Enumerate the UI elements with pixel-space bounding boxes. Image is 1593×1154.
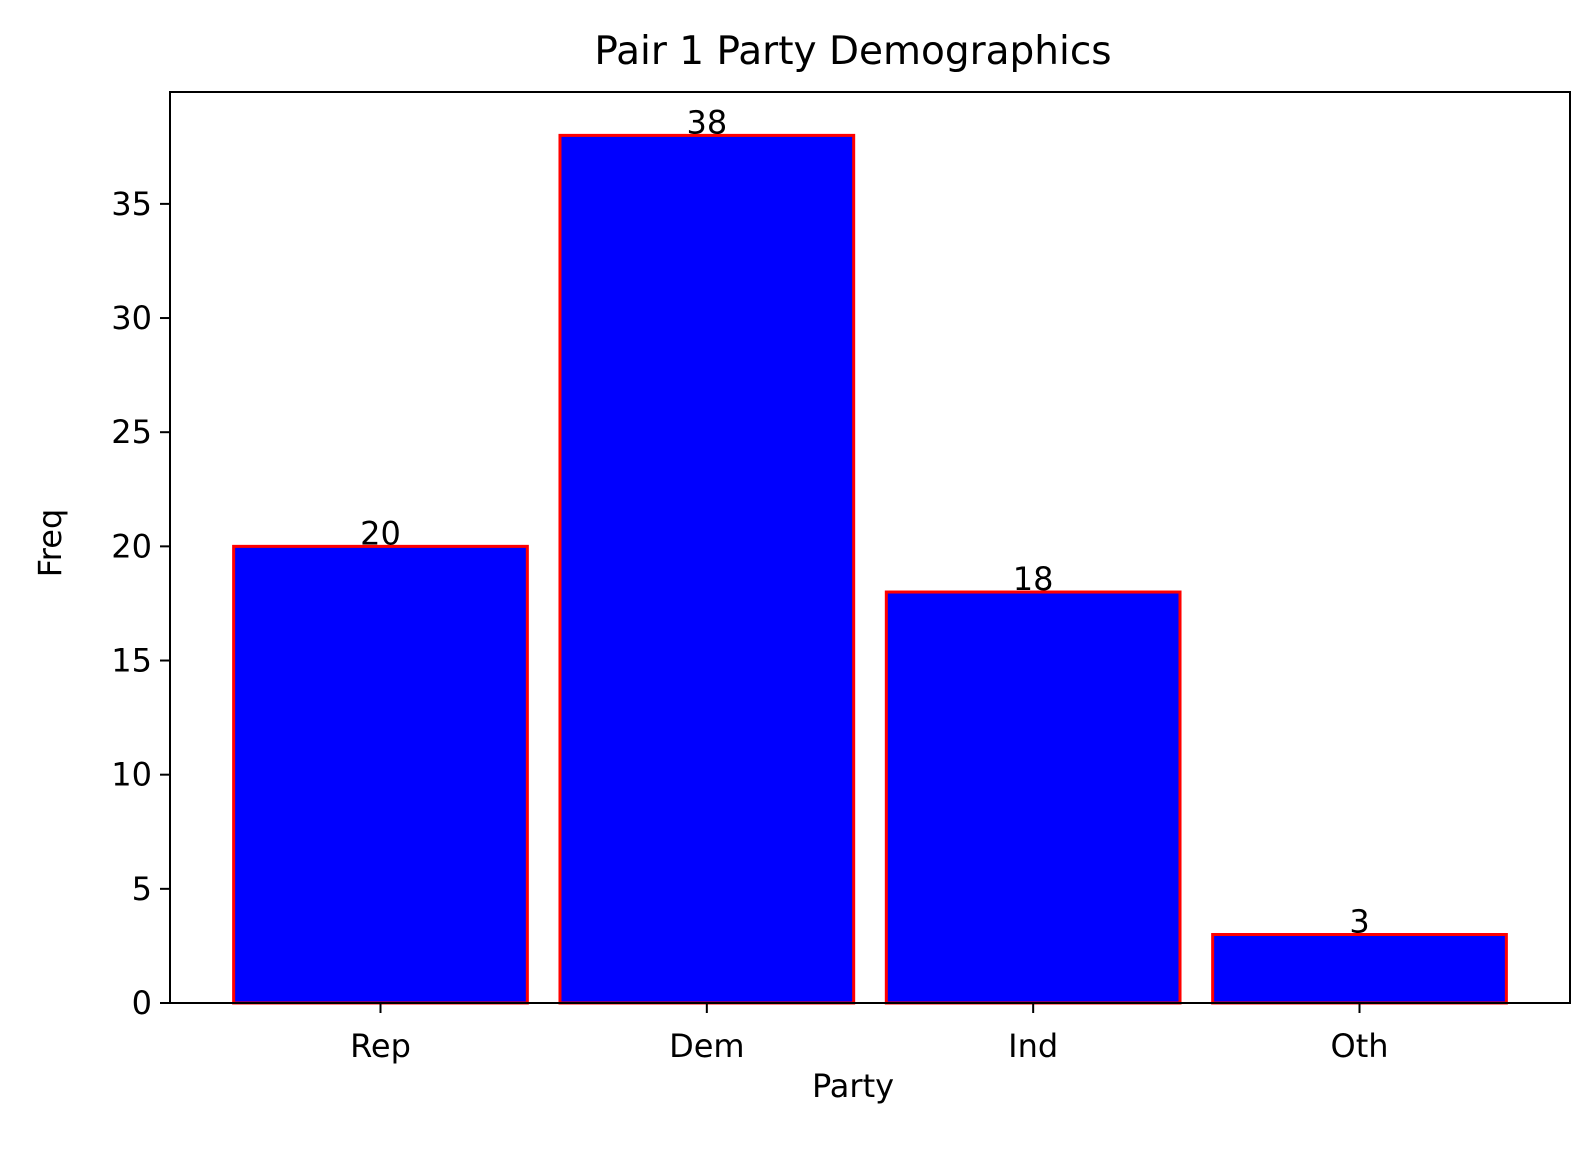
y-tick-label-15: 15	[111, 642, 152, 680]
y-axis-label: Freq	[31, 509, 69, 578]
data-label-oth: 3	[1349, 903, 1369, 941]
data-label-ind: 18	[1013, 560, 1054, 598]
x-tick-label-ind: Ind	[1008, 1027, 1058, 1065]
data-label-dem: 38	[686, 103, 727, 141]
y-axis-ticks: 0 5 10 15 20 25 30 35	[111, 185, 170, 1022]
y-tick-label-5: 5	[132, 870, 152, 908]
chart-title: Pair 1 Party Demographics	[594, 29, 1111, 74]
x-tick-label-dem: Dem	[669, 1027, 745, 1065]
bar-oth	[1211, 933, 1508, 1005]
y-tick-label-0: 0	[132, 984, 152, 1022]
plot-area-frame	[169, 91, 1571, 1004]
data-label-rep: 20	[360, 514, 401, 552]
y-tick-label-20: 20	[111, 527, 152, 565]
x-axis-ticks: Rep Dem Ind Oth	[350, 1003, 1389, 1065]
data-labels-layer: 20 38 18 3	[360, 103, 1370, 940]
bar-rep	[232, 544, 529, 1005]
y-tick-label-35: 35	[111, 185, 152, 223]
x-tick-label-rep: Rep	[350, 1027, 411, 1065]
y-tick-label-10: 10	[111, 756, 152, 794]
bars-layer	[232, 133, 1508, 1005]
x-axis-label: Party	[812, 1067, 894, 1105]
y-tick-label-25: 25	[111, 413, 152, 451]
bar-ind	[884, 590, 1182, 1005]
bar-dem	[558, 133, 856, 1005]
y-tick-label-30: 30	[111, 299, 152, 337]
x-tick-label-oth: Oth	[1331, 1027, 1389, 1065]
